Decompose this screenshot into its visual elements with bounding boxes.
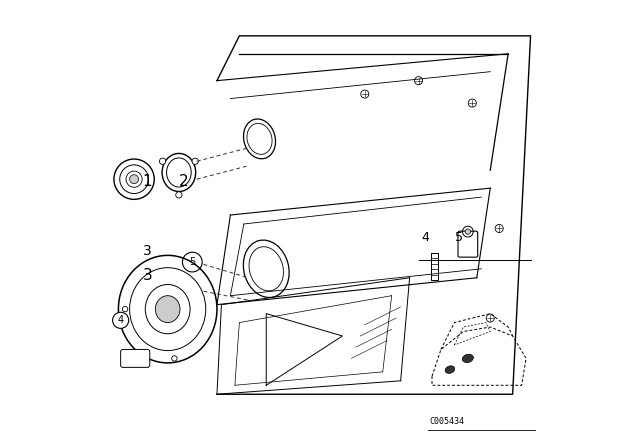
FancyBboxPatch shape [121,349,150,367]
Text: 4: 4 [118,315,124,325]
Text: 5: 5 [455,231,463,244]
Circle shape [182,252,202,272]
Text: 5: 5 [189,257,195,267]
Circle shape [159,158,166,164]
Ellipse shape [445,366,454,373]
Text: C005434: C005434 [430,417,465,426]
Text: 2: 2 [179,174,188,189]
Text: 4: 4 [421,231,429,244]
Circle shape [176,192,182,198]
Text: 3: 3 [143,244,152,258]
Ellipse shape [462,354,474,362]
Text: 1: 1 [143,174,152,189]
Text: 3: 3 [143,268,152,283]
Circle shape [113,312,129,328]
Ellipse shape [156,296,180,323]
Circle shape [130,175,139,184]
Circle shape [192,158,198,164]
Circle shape [465,229,470,234]
